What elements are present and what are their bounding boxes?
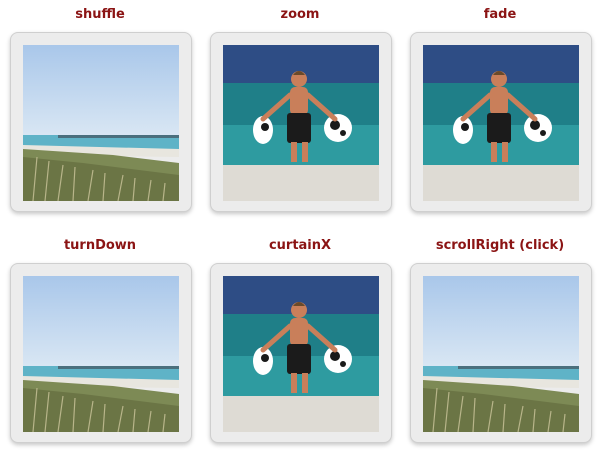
slideshow-label-shuffle: shuffle (75, 7, 125, 22)
boy-with-float-photo (423, 45, 579, 201)
beach-grass-photo (23, 45, 179, 201)
slideshow-turndown[interactable] (10, 263, 192, 443)
slideshow-zoom[interactable] (210, 32, 392, 212)
slideshow-fade[interactable] (410, 32, 592, 212)
beach-grass-photo (23, 276, 179, 432)
slideshow-shuffle[interactable] (10, 32, 192, 212)
slideshow-label-curtainx: curtainX (268, 238, 332, 253)
slideshow-label-turndown: turnDown (63, 238, 137, 253)
boy-with-float-photo (223, 276, 379, 432)
boy-with-float-photo (223, 45, 379, 201)
slideshow-label-zoom: zoom (280, 7, 320, 22)
beach-grass-photo (423, 276, 579, 432)
slideshow-curtainx[interactable] (210, 263, 392, 443)
slideshow-scrollright[interactable] (410, 263, 592, 443)
slideshow-label-fade: fade (483, 7, 517, 22)
slideshow-label-scrollright: scrollRight (click) (435, 238, 565, 253)
